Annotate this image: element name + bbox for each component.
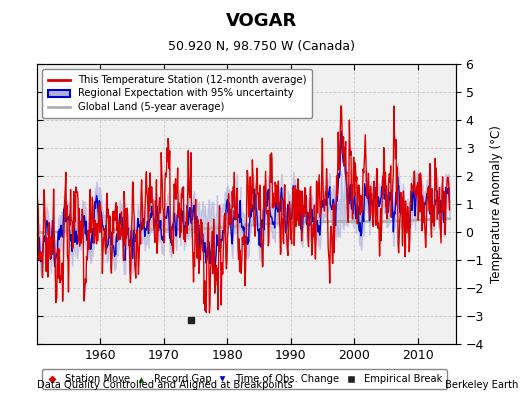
- Y-axis label: Temperature Anomaly (°C): Temperature Anomaly (°C): [489, 125, 503, 283]
- Text: Data Quality Controlled and Aligned at Breakpoints: Data Quality Controlled and Aligned at B…: [37, 380, 292, 390]
- Text: 50.920 N, 98.750 W (Canada): 50.920 N, 98.750 W (Canada): [169, 40, 355, 53]
- Legend: Station Move, Record Gap, Time of Obs. Change, Empirical Break: Station Move, Record Gap, Time of Obs. C…: [42, 370, 447, 390]
- Text: VOGAR: VOGAR: [226, 12, 298, 30]
- Text: Berkeley Earth: Berkeley Earth: [445, 380, 519, 390]
